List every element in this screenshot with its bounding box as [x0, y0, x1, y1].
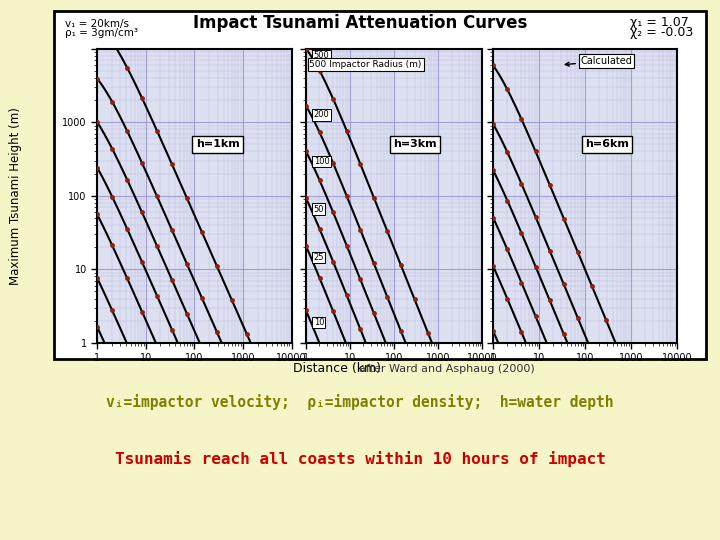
- Text: 200: 200: [314, 111, 330, 119]
- Text: Impact Tsunami Attenuation Curves: Impact Tsunami Attenuation Curves: [193, 14, 527, 31]
- Text: Distance (km): Distance (km): [293, 362, 381, 375]
- Text: Tsunamis reach all coasts within 10 hours of impact: Tsunamis reach all coasts within 10 hour…: [114, 451, 606, 467]
- Text: h=3km: h=3km: [393, 139, 437, 150]
- Text: 50: 50: [314, 205, 324, 214]
- Text: h=6km: h=6km: [585, 139, 629, 150]
- Text: 500: 500: [314, 51, 330, 60]
- Text: Maximum Tsunami Height (m): Maximum Tsunami Height (m): [9, 107, 22, 285]
- Text: 10: 10: [314, 318, 324, 327]
- Text: 500 Impactor Radius (m): 500 Impactor Radius (m): [310, 60, 422, 69]
- Text: 100: 100: [314, 157, 330, 166]
- Text: 25: 25: [314, 253, 324, 262]
- Text: h=1km: h=1km: [196, 139, 240, 150]
- Text: χ₁ = 1.07: χ₁ = 1.07: [630, 16, 689, 29]
- Text: after Ward and Asphaug (2000): after Ward and Asphaug (2000): [359, 364, 534, 375]
- Text: ρ₁ = 3gm/cm³: ρ₁ = 3gm/cm³: [65, 28, 138, 38]
- Text: Calculated: Calculated: [565, 56, 632, 66]
- Text: χ₂ = -0.03: χ₂ = -0.03: [630, 26, 693, 39]
- Text: vᵢ=impactor velocity;  ρᵢ=impactor density;  h=water depth: vᵢ=impactor velocity; ρᵢ=impactor densit…: [107, 394, 613, 410]
- Text: v₁ = 20km/s: v₁ = 20km/s: [65, 19, 129, 29]
